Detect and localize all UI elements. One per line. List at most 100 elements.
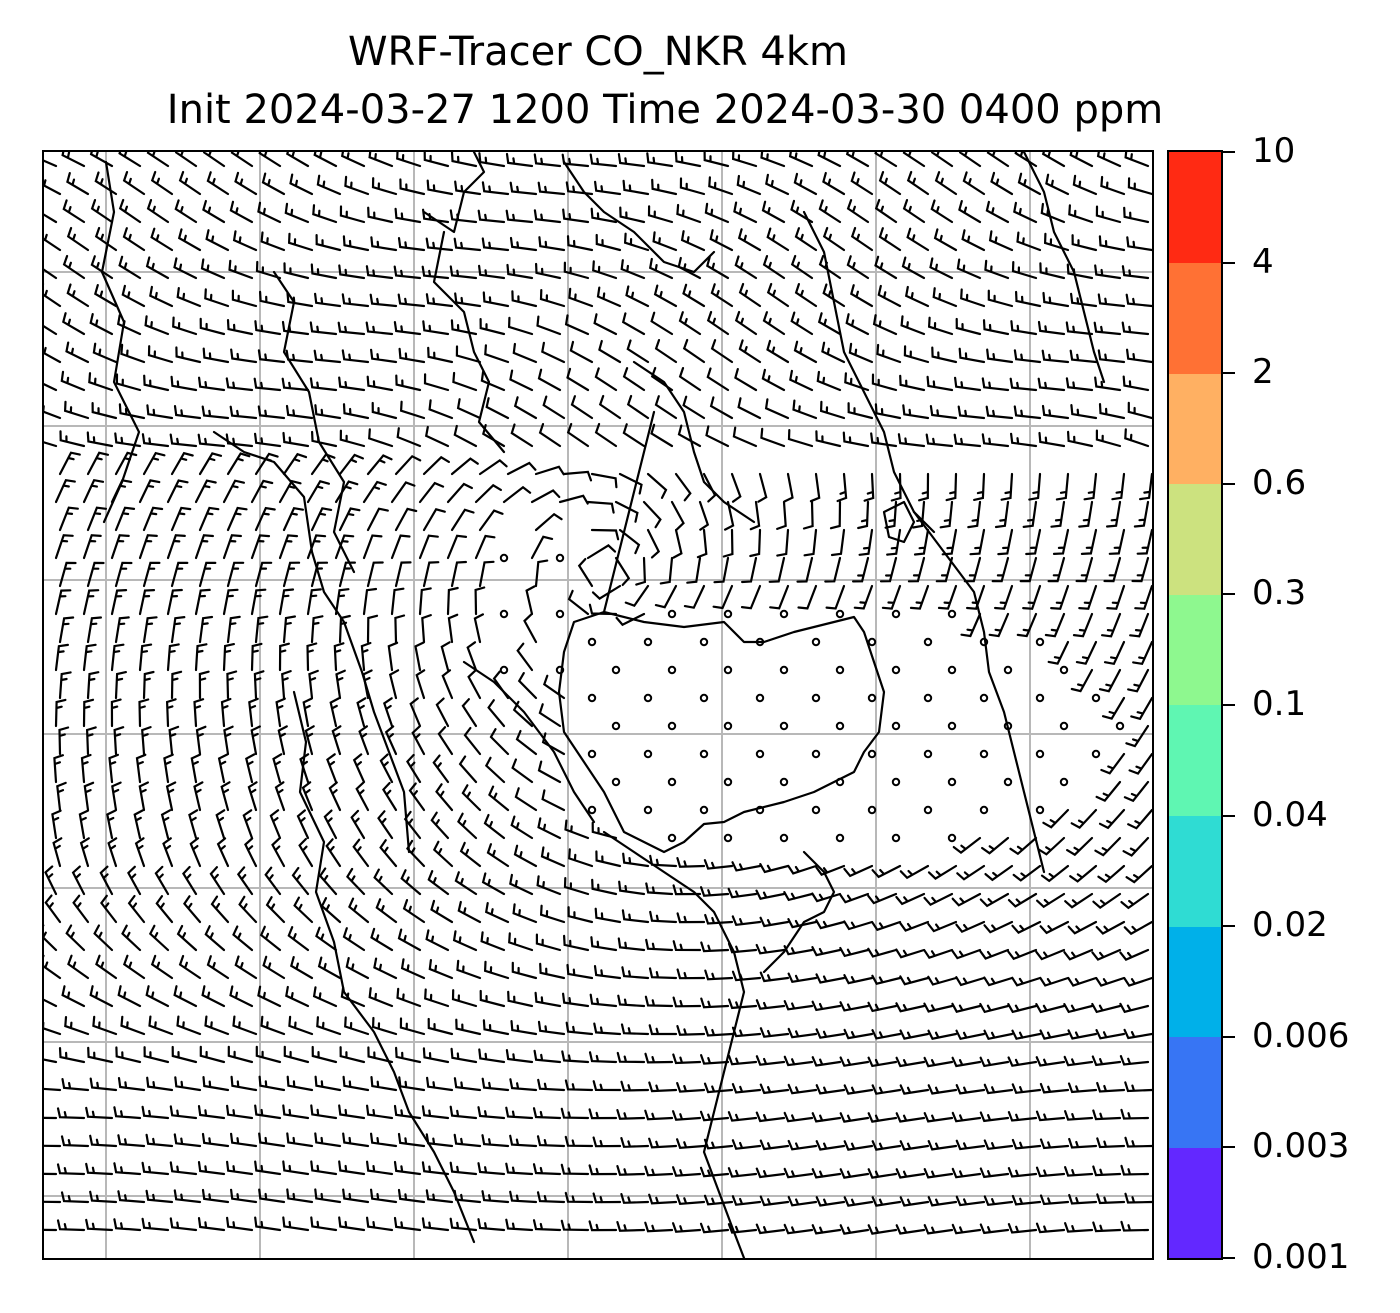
wind-barb [617,937,646,952]
wind-barb [204,288,230,308]
calm-wind-marker [667,721,677,731]
calm-wind-marker [979,805,989,815]
wind-barb [113,1106,142,1120]
wind-barb [619,206,646,224]
wind-barb [455,345,482,364]
wind-barb [339,1046,366,1064]
wind-barb [173,1189,202,1204]
wind-barb [741,556,758,584]
wind-barb [1063,1003,1094,1014]
wind-barb [595,233,622,252]
wind-barb [54,643,69,672]
wind-barb [173,1133,202,1148]
wind-barb [234,955,258,980]
wind-barb [66,226,90,252]
coastline-island [882,500,916,544]
wind-barb [646,152,674,168]
wind-barb [286,152,310,168]
wind-barb [766,339,790,364]
wind-barb [150,227,174,252]
wind-barb [446,534,468,560]
wind-barb [542,395,566,420]
wind-barb [474,534,496,560]
calm-wind-marker [699,637,709,647]
wind-barb [682,338,706,364]
wind-barb [202,347,230,364]
wind-barb [272,753,283,784]
wind-barb [455,1018,482,1036]
coastline-east [1022,152,1106,384]
wind-barb [1123,1028,1152,1040]
wind-barb [169,1217,198,1232]
wind-barb [530,535,554,560]
wind-barb [356,697,367,728]
chart-title-line-1: WRF-Tracer CO_NKR 4km [347,29,849,75]
wind-barb [985,200,1010,224]
wind-barb [927,975,958,986]
wind-barb [867,1001,898,1013]
wind-barb [534,512,563,532]
wind-barb [396,987,422,1008]
calm-wind-marker [979,637,989,647]
wind-barb [1068,1137,1098,1149]
wind-barb [170,506,192,532]
wind-barb [680,230,706,252]
wind-barb [350,809,366,840]
wind-barb [670,500,685,531]
wind-barb [1067,430,1094,448]
wind-barb [93,924,114,952]
wind-barb [698,500,710,531]
wind-barb [598,339,622,364]
wind-barb [58,506,79,532]
wind-barb [790,254,814,280]
wind-barb [397,928,422,952]
wind-barb [183,895,202,924]
wind-barb [204,925,226,952]
wind-barb [1007,1056,1038,1067]
wind-barb [906,170,930,196]
wind-barb [198,670,210,700]
wind-barb [872,314,898,336]
wind-barb [117,985,142,1008]
wind-barb [852,556,870,583]
wind-barb [672,1110,702,1121]
wind-barb [1067,920,1098,935]
calm-wind-marker [755,805,765,815]
wind-barb [310,1104,338,1120]
wind-barb [58,726,70,756]
wind-barb [927,1029,958,1040]
wind-barb [539,904,566,924]
wind-barb [700,886,730,897]
wind-barb [818,199,842,224]
wind-barb [901,256,926,280]
wind-barb [486,843,510,868]
wind-barb [362,669,373,700]
wind-barb [1122,375,1150,392]
wind-barb [871,373,898,392]
wind-barb [44,179,62,196]
wind-barb [593,1022,622,1036]
wind-barb [80,753,92,784]
wind-barb [423,152,450,168]
wind-barb [394,454,422,476]
wind-barb [247,781,258,812]
wind-barb [452,371,478,392]
wind-barb [787,429,814,448]
wind-barb [402,899,426,924]
wind-barb [732,426,758,448]
wind-barb [867,1168,898,1179]
wind-barb [231,289,258,308]
wind-barb [366,561,384,588]
wind-barb [561,153,590,168]
wind-barb [567,906,594,924]
wind-barb [253,377,282,392]
wind-barb [538,703,562,728]
wind-barb [983,920,1014,934]
wind-barb [1047,556,1066,583]
wind-barb [173,257,198,280]
calm-wind-marker [555,609,565,619]
wind-barb [895,1224,926,1235]
wind-barb [930,199,954,224]
wind-barb [1120,1220,1150,1232]
wind-barb [676,1138,706,1149]
